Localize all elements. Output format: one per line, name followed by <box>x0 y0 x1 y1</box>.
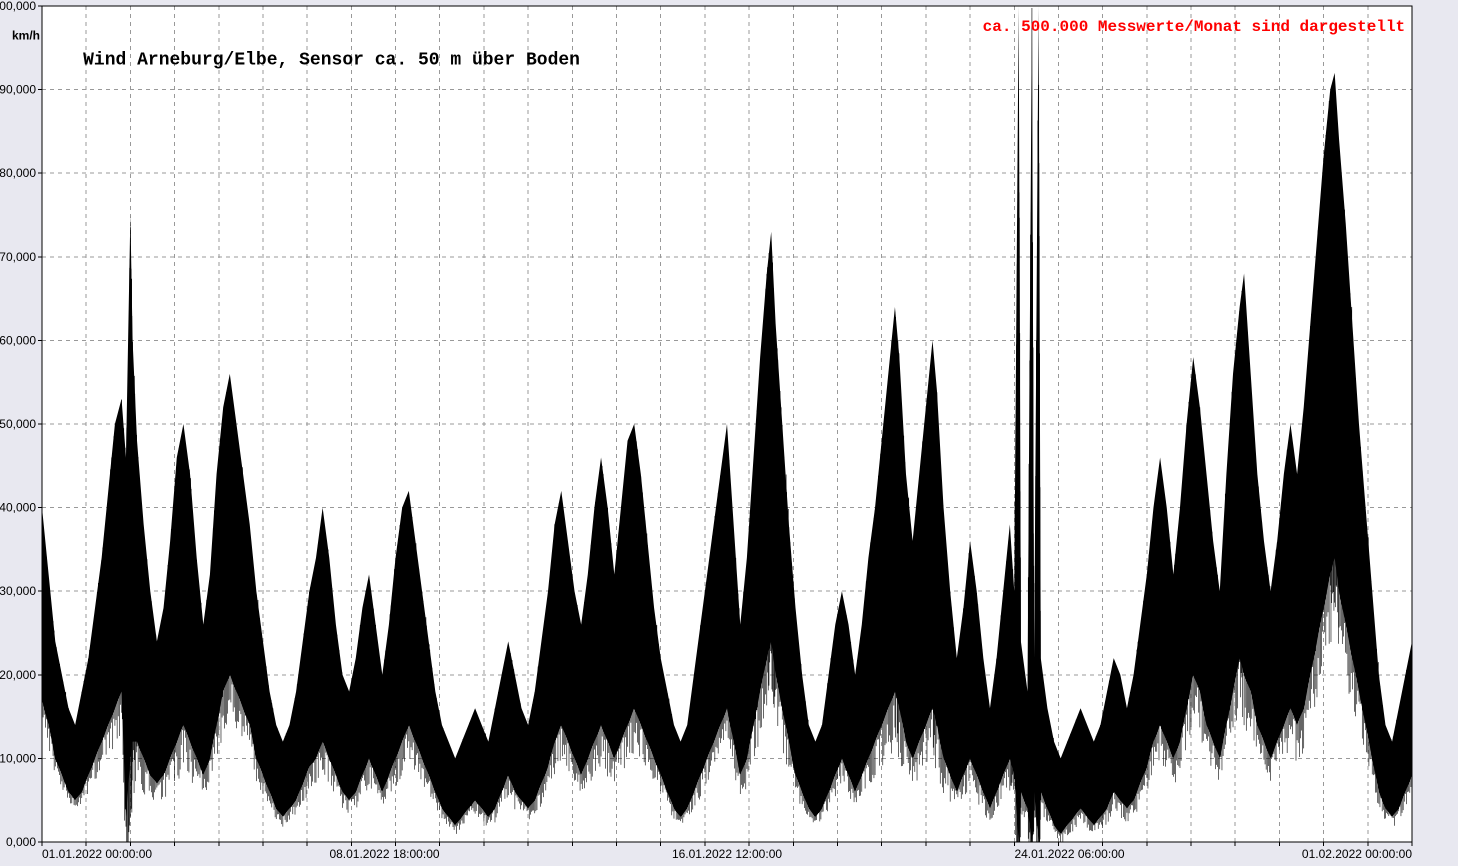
y-tick-label: 20,000 <box>0 668 36 682</box>
y-tick-label: 60,000 <box>0 333 36 347</box>
y-axis-unit: km/h <box>12 28 40 42</box>
y-tick-label: 100,000 <box>0 0 36 13</box>
x-tick-label: 01.02.2022 00:00:00 <box>1302 847 1412 861</box>
y-tick-label: 30,000 <box>0 584 36 598</box>
x-tick-label: 08.01.2022 18:00:00 <box>329 847 439 861</box>
y-tick-label: 50,000 <box>0 417 36 431</box>
y-tick-label: 40,000 <box>0 501 36 515</box>
chart-annotation: ca. 500.000 Messwerte/Monat sind dargest… <box>983 18 1405 36</box>
chart-title: Wind Arneburg/Elbe, Sensor ca. 50 m über… <box>83 51 580 71</box>
y-tick-label: 80,000 <box>0 166 36 180</box>
x-tick-label: 01.01.2022 00:00:00 <box>42 847 152 861</box>
wind-chart: 0,000 10,000 20,000 30,000 40,000 50,000 60,00… <box>0 0 1458 866</box>
x-tick-label: 16.01.2022 12:00:00 <box>672 847 782 861</box>
x-tick-label: 24.01.2022 06:00:00 <box>1014 847 1124 861</box>
chart-svg: 0,000 10,000 20,000 30,000 40,000 50,000 60,00… <box>0 0 1458 866</box>
y-tick-label: 70,000 <box>0 250 36 264</box>
y-tick-label: 0,000 <box>6 835 36 849</box>
y-tick-label: 90,000 <box>0 83 36 97</box>
y-tick-label: 10,000 <box>0 751 36 765</box>
